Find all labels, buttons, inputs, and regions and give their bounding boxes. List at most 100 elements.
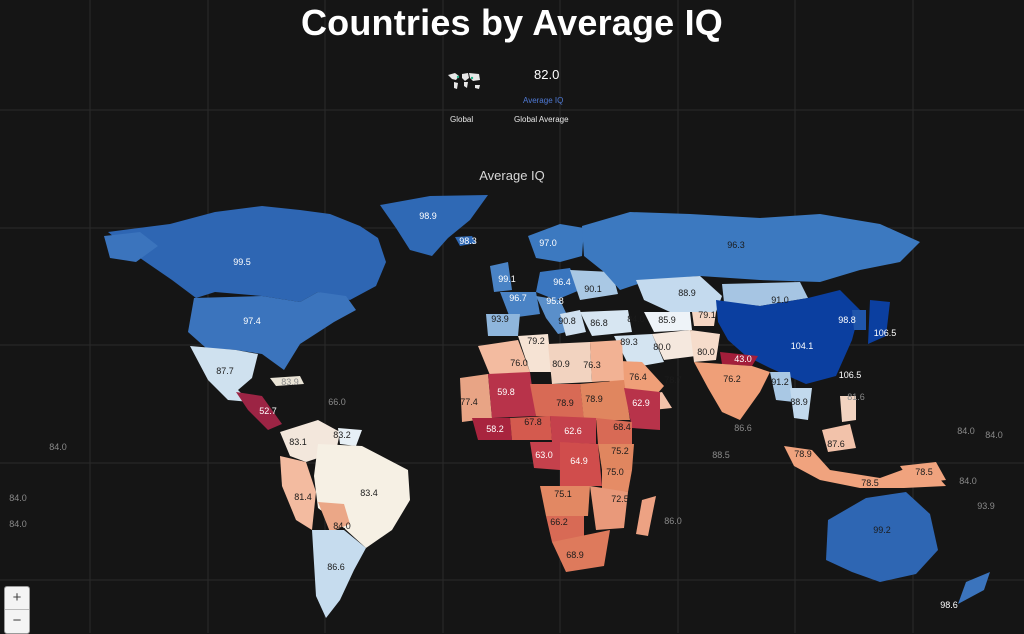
country-guyana[interactable] bbox=[338, 428, 362, 446]
region-iq-label: 81.6 bbox=[847, 392, 865, 402]
region-iq-label: 64.9 bbox=[570, 456, 588, 466]
region-iq-label: 99.1 bbox=[498, 274, 516, 284]
country-kenya[interactable] bbox=[598, 444, 634, 470]
country-mozambique[interactable] bbox=[590, 486, 628, 530]
region-iq-label: 86.6 bbox=[734, 423, 752, 433]
region-iq-label: 90.8 bbox=[558, 316, 576, 326]
region-iq-label: 84.0 bbox=[49, 442, 67, 452]
country-kyrgyzstan[interactable] bbox=[692, 312, 716, 326]
country-egypt[interactable] bbox=[590, 340, 624, 382]
region-iq-label: 98.6 bbox=[940, 600, 958, 610]
country-gabon[interactable] bbox=[530, 442, 560, 470]
region-iq-label: 88.5 bbox=[712, 450, 730, 460]
country-niger[interactable] bbox=[530, 384, 584, 418]
country-new-zealand[interactable] bbox=[958, 572, 990, 604]
country-angola[interactable] bbox=[540, 486, 590, 516]
region-iq-label: 88.9 bbox=[790, 397, 808, 407]
country-philippines[interactable] bbox=[840, 396, 856, 422]
country-car[interactable] bbox=[550, 416, 596, 444]
country-tanzania[interactable] bbox=[602, 470, 632, 492]
country-peru[interactable] bbox=[280, 456, 316, 530]
country-germany[interactable] bbox=[536, 268, 580, 300]
country-algeria[interactable] bbox=[518, 334, 552, 372]
country-iceland[interactable] bbox=[455, 236, 476, 246]
region-iq-label: 91.0 bbox=[771, 295, 789, 305]
country-madagascar[interactable] bbox=[636, 496, 656, 536]
zoom-in-button[interactable]: + bbox=[12, 589, 22, 606]
country-china[interactable] bbox=[716, 290, 860, 384]
region-iq-label: 68.9 bbox=[566, 550, 584, 560]
country-canada[interactable] bbox=[108, 206, 386, 302]
country-korea[interactable] bbox=[852, 310, 866, 330]
country-thailand[interactable] bbox=[790, 388, 812, 420]
zoom-out-button[interactable]: − bbox=[5, 609, 29, 632]
region-iq-label: 83.9 bbox=[281, 377, 299, 387]
country-cuba[interactable] bbox=[270, 376, 304, 386]
region-iq-label: 66.0 bbox=[328, 397, 346, 407]
region-iq-label: 96.7 bbox=[509, 293, 527, 303]
region-iq-label: 97.4 bbox=[243, 316, 261, 326]
country-argentina[interactable] bbox=[312, 530, 366, 618]
region-iq-label: 80.9 bbox=[552, 359, 570, 369]
region-iq-label: 84.0 bbox=[957, 426, 975, 436]
global-average-metric: Average IQ bbox=[523, 96, 564, 105]
country-south-sudan[interactable] bbox=[596, 418, 632, 444]
region-iq-label: 84.0 bbox=[9, 519, 27, 529]
region-iq-label: 43.0 bbox=[734, 354, 752, 364]
country-png[interactable] bbox=[900, 462, 946, 484]
country-morocco[interactable] bbox=[478, 340, 530, 380]
region-iq-label: 106.5 bbox=[839, 370, 862, 380]
country-uzbekistan[interactable] bbox=[644, 312, 692, 332]
country-indonesia[interactable] bbox=[784, 446, 946, 488]
country-norway[interactable] bbox=[528, 224, 584, 262]
country-alaska[interactable] bbox=[104, 232, 158, 262]
country-mexico[interactable] bbox=[190, 346, 258, 402]
country-afghanistan[interactable] bbox=[652, 330, 696, 360]
region-iq-label: 77.4 bbox=[460, 397, 478, 407]
country-spain[interactable] bbox=[486, 314, 520, 336]
country-sudan[interactable] bbox=[580, 380, 630, 420]
country-greenland[interactable] bbox=[380, 195, 488, 256]
region-iq-label: 96.3 bbox=[727, 240, 745, 250]
region-iq-label: 84.0 bbox=[9, 493, 27, 503]
region-iq-label: 78.7 bbox=[664, 375, 682, 385]
country-borneo[interactable] bbox=[822, 424, 856, 452]
country-namibia[interactable] bbox=[546, 516, 584, 544]
global-average-value: 82.0 bbox=[534, 67, 560, 82]
region-iq-label: 83.2 bbox=[333, 430, 351, 440]
country-turkey[interactable] bbox=[580, 310, 632, 336]
country-libya[interactable] bbox=[548, 342, 592, 384]
zoom-control[interactable]: + − bbox=[4, 586, 30, 634]
country-mauritania[interactable] bbox=[460, 374, 492, 422]
region-iq-label: 78.9 bbox=[794, 449, 812, 459]
country-uk[interactable] bbox=[490, 262, 512, 292]
country-nigeria[interactable] bbox=[510, 416, 552, 440]
country-greece[interactable] bbox=[560, 310, 586, 336]
country-myanmar[interactable] bbox=[770, 372, 794, 402]
country-australia[interactable] bbox=[826, 492, 938, 582]
country-usa[interactable] bbox=[188, 292, 356, 370]
region-iq-label: 87.7 bbox=[216, 366, 234, 376]
country-iran[interactable] bbox=[614, 334, 664, 368]
country-ukraine[interactable] bbox=[570, 270, 618, 300]
country-india[interactable] bbox=[694, 362, 770, 420]
region-iq-label: 75.2 bbox=[611, 446, 629, 456]
region-iq-label: 88.9 bbox=[678, 288, 696, 298]
country-kazakhstan[interactable] bbox=[636, 276, 722, 312]
country-nepal[interactable] bbox=[720, 352, 758, 366]
country-paraguay[interactable] bbox=[318, 502, 350, 532]
region-iq-label: 79.2 bbox=[527, 336, 545, 346]
country-ethiopia[interactable] bbox=[624, 388, 660, 430]
country-japan[interactable] bbox=[868, 300, 890, 344]
country-sierra-leone[interactable] bbox=[472, 418, 512, 440]
country-russia[interactable] bbox=[582, 212, 920, 290]
country-south-africa[interactable] bbox=[552, 530, 610, 572]
country-mongolia[interactable] bbox=[722, 282, 808, 306]
country-pakistan[interactable] bbox=[690, 330, 720, 362]
country-mali[interactable] bbox=[488, 372, 536, 418]
region-iq-label: 72.5 bbox=[611, 494, 629, 504]
country-guatemala[interactable] bbox=[236, 392, 282, 430]
country-france[interactable] bbox=[500, 292, 540, 318]
country-dr-congo[interactable] bbox=[560, 442, 602, 486]
